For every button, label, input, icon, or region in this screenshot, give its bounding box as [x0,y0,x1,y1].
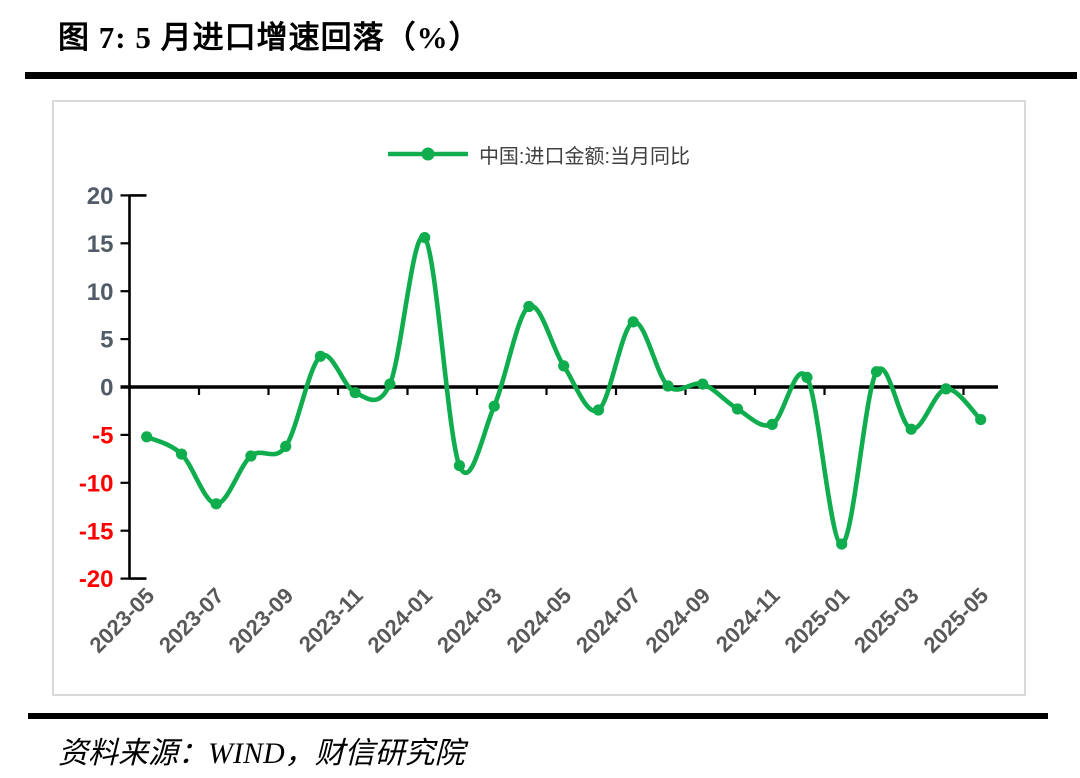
title-divider [25,72,1077,79]
data-point [349,387,361,399]
data-point [245,450,257,462]
legend-dot [421,147,435,161]
y-tick-labels: 20 15 10 5 0 -5 -10 -15 -20 [79,183,114,593]
legend-line-marker-icon [386,146,470,162]
data-point [419,232,431,244]
data-point [940,383,952,395]
y-axis-ticks [120,194,147,580]
svg-text:-5: -5 [92,423,113,450]
data-point [523,300,535,313]
data-point [384,378,396,390]
data-point [558,360,570,372]
data-point [592,404,605,416]
svg-text:15: 15 [87,231,114,258]
svg-text:2023-11: 2023-11 [294,583,368,657]
svg-text:2025-03: 2025-03 [849,583,924,658]
legend-label: 中国:进口金额:当月同比 [478,145,691,168]
chart-title: 图 7: 5 月进口增速回落（%） [58,20,481,55]
data-point [314,350,326,362]
svg-text:2025-01: 2025-01 [779,583,854,658]
svg-text:-20: -20 [79,566,114,593]
data-point [662,380,674,392]
data-point [905,423,917,435]
svg-text:2024-09: 2024-09 [640,583,715,658]
data-point [141,431,153,443]
svg-text:2024-03: 2024-03 [432,583,507,658]
svg-text:2024-07: 2024-07 [571,583,646,658]
svg-text:5: 5 [100,327,113,354]
data-point [280,440,292,452]
data-point [870,366,883,378]
series-line [144,234,983,547]
x-tick-labels: 2023-052023-072023-092023-112024-012024-… [84,583,993,658]
chart-frame: 中国:进口金额:当月同比 20 15 10 5 0 -5 -10 -15 -20 2023-05 2… [52,100,1026,696]
svg-text:0: 0 [100,375,113,402]
svg-text:2024-01: 2024-01 [362,583,437,658]
data-point [697,378,709,390]
svg-text:2023-05: 2023-05 [84,583,159,658]
data-point [766,418,778,430]
data-point [801,371,813,383]
footer-divider [28,713,1048,719]
svg-text:2023-07: 2023-07 [154,583,229,658]
svg-text:2025-05: 2025-05 [918,583,993,658]
svg-text:2024-11: 2024-11 [711,583,785,657]
data-point [731,403,744,415]
data-point [453,460,465,472]
svg-text:-10: -10 [79,470,114,497]
data-point [175,448,188,460]
svg-text:10: 10 [87,279,114,306]
svg-text:20: 20 [87,183,114,210]
svg-text:2023-09: 2023-09 [223,583,298,658]
svg-text:2024-05: 2024-05 [501,583,576,658]
data-point [488,400,500,412]
data-point [975,414,987,426]
svg-text:-15: -15 [79,518,114,545]
series-markers [141,232,987,550]
chart-legend: 中国:进口金额:当月同比 [54,140,1024,168]
data-point [627,316,639,328]
data-point [210,498,222,510]
plot-area: 20 15 10 5 0 -5 -10 -15 -202023-052023-072023-09… [79,183,998,658]
source-text: 资料来源：WIND，财信研究院 [58,737,465,770]
data-point [836,538,848,550]
